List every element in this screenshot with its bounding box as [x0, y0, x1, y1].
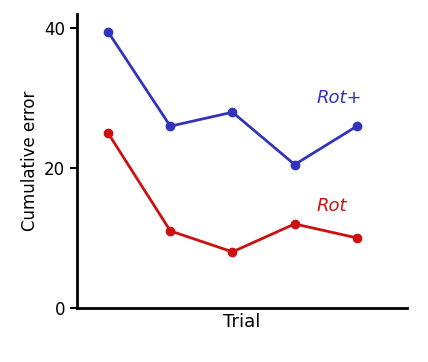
- X-axis label: Trial: Trial: [223, 313, 261, 331]
- Text: Rot: Rot: [316, 197, 347, 215]
- Text: Rot+: Rot+: [316, 89, 362, 107]
- Y-axis label: Cumulative error: Cumulative error: [21, 91, 39, 231]
